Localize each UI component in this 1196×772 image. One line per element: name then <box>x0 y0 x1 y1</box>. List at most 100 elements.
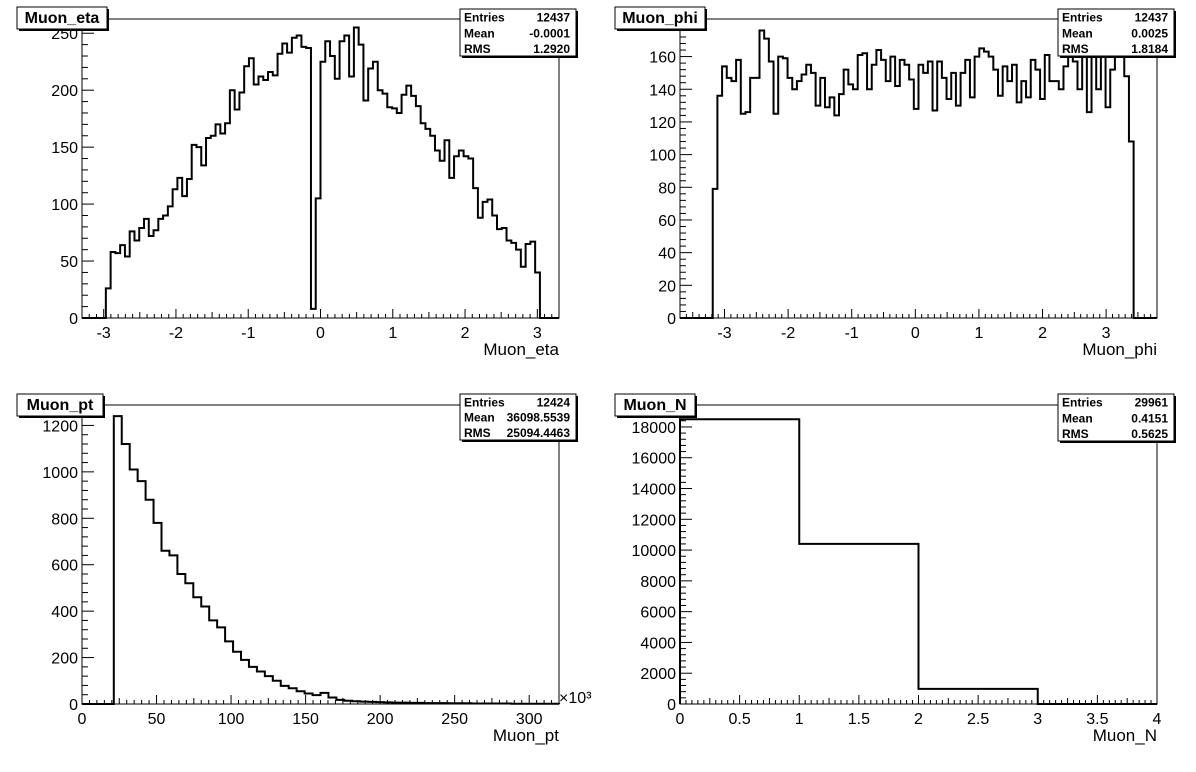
stats-label: RMS <box>464 426 491 440</box>
stats-value: 1.2920 <box>533 42 570 56</box>
y-tick-label: 6000 <box>640 605 676 622</box>
stats-label: RMS <box>464 42 491 56</box>
chart-title: Muon_phi <box>622 10 698 27</box>
histogram-pad-muon-pt: 0 50 100 150 200 250 300 0 200 400 600 800 1000 1200 M… <box>16 393 592 745</box>
histogram-line <box>680 29 1157 319</box>
x-tick-label: 250 <box>441 711 468 728</box>
y-tick-label: 100 <box>649 148 676 165</box>
x-tick-label: 150 <box>292 711 319 728</box>
x-tick-label: 3 <box>1102 325 1111 342</box>
x-axis-title: Muon_eta <box>483 340 559 359</box>
stats-value: 0.4151 <box>1131 411 1168 425</box>
stats-box <box>459 393 577 441</box>
x-tick-label: -1 <box>241 325 255 342</box>
stats-box <box>459 8 577 57</box>
y-tick-label: 0 <box>667 311 676 328</box>
stats-value: 12437 <box>1135 11 1169 25</box>
title-box <box>614 6 706 30</box>
x-tick-label: -1 <box>845 325 859 342</box>
histogram-pad-muon-n: 0 0.5 1 1.5 2 2.5 3 3.5 4 0 2000 4000 6000 8000 10000 1… <box>614 393 1176 745</box>
y-tick-label: 80 <box>658 180 676 197</box>
y-tick-label: 600 <box>51 558 78 575</box>
chart-title: Muon_pt <box>27 397 94 414</box>
y-tick-label: 1000 <box>42 465 78 482</box>
stats-box <box>1057 393 1175 442</box>
y-tick-label: 40 <box>658 246 676 263</box>
y-tick-label: 0 <box>69 311 78 328</box>
x-tick-label: 1.5 <box>848 711 870 728</box>
stats-label: RMS <box>1062 427 1089 441</box>
histogram-pad-muon-phi: -3-2-10123020406080100120140160180Muon_p… <box>614 6 1176 359</box>
x-tick-label: 4 <box>1153 711 1162 728</box>
x-tick-label: 50 <box>148 711 166 728</box>
chart-title: Muon_N <box>623 397 686 414</box>
y-tick-label: 12000 <box>632 512 677 529</box>
y-tick-label: 150 <box>51 140 78 157</box>
x-tick-label: 1 <box>974 325 983 342</box>
stats-label: Mean <box>1062 26 1093 40</box>
stats-value: 0.0025 <box>1131 26 1168 40</box>
stats-value: 12424 <box>537 395 571 409</box>
histogram-line <box>679 418 1157 705</box>
y-tick-label: 4000 <box>640 635 676 652</box>
y-tick-label: 200 <box>51 651 78 668</box>
histogram-line <box>82 26 559 319</box>
x-tick-label: 0 <box>316 325 325 342</box>
title-box <box>16 393 104 417</box>
stats-value: 1.8184 <box>1131 42 1168 56</box>
x-tick-label: 2 <box>1038 325 1047 342</box>
x-tick-label: 3 <box>533 325 542 342</box>
x-tick-label: 100 <box>218 711 245 728</box>
histogram-pad-muon-eta: -3 -2 -1 0 1 2 3050100150200250Muon_etaMuon_et… <box>16 6 578 359</box>
stats-box <box>1057 8 1175 57</box>
x-tick-label: 200 <box>367 711 394 728</box>
x-tick-label: 0 <box>911 325 920 342</box>
x-axis-exponent: ×10³ <box>559 690 592 707</box>
stats-label: Entries <box>464 395 505 409</box>
x-tick-label: -2 <box>169 325 183 342</box>
x-tick-label: 0.5 <box>729 711 751 728</box>
stats-value: 36098.5539 <box>507 411 571 425</box>
y-tick-label: 200 <box>51 83 78 100</box>
stats-label: RMS <box>1062 42 1089 56</box>
plot-frame <box>81 404 560 705</box>
y-tick-label: 800 <box>51 511 78 528</box>
stats-value: -0.0001 <box>529 26 570 40</box>
y-tick-label: 60 <box>658 213 676 230</box>
x-tick-label: 2 <box>461 325 470 342</box>
chart-title: Muon_eta <box>25 10 100 27</box>
stats-label: Mean <box>1062 411 1093 425</box>
plot-frame <box>679 18 1158 319</box>
stats-value: 29961 <box>1135 396 1169 410</box>
x-axis-title: Muon_phi <box>1082 340 1157 359</box>
y-tick-label: 0 <box>667 697 676 714</box>
y-tick-label: 140 <box>649 82 676 99</box>
x-axis-title: Muon_pt <box>493 726 559 745</box>
histogram-line <box>82 415 560 705</box>
x-tick-label: 2.5 <box>967 711 989 728</box>
y-tick-label: 100 <box>51 197 78 214</box>
y-tick-label: 18000 <box>632 420 677 437</box>
x-tick-label: -2 <box>781 325 795 342</box>
x-tick-label: 3.5 <box>1086 711 1108 728</box>
y-tick-label: 8000 <box>640 574 676 591</box>
x-tick-label: 3 <box>1033 711 1042 728</box>
y-tick-label: 20 <box>658 278 676 295</box>
y-tick-label: 14000 <box>632 482 677 499</box>
y-tick-label: 2000 <box>640 666 676 683</box>
x-tick-label: -3 <box>717 325 731 342</box>
y-tick-label: 50 <box>60 254 78 271</box>
y-tick-label: 120 <box>649 115 676 132</box>
x-tick-label: 1 <box>388 325 397 342</box>
x-tick-label: 300 <box>516 711 543 728</box>
stats-label: Mean <box>464 26 495 40</box>
stats-label: Entries <box>464 11 505 25</box>
y-tick-label: 0 <box>69 697 78 714</box>
title-box <box>614 393 696 417</box>
stats-label: Entries <box>1062 396 1103 410</box>
stats-value: 0.5625 <box>1131 427 1168 441</box>
stats-label: Entries <box>1062 11 1103 25</box>
stats-label: Mean <box>464 411 495 425</box>
x-tick-label: -3 <box>97 325 111 342</box>
